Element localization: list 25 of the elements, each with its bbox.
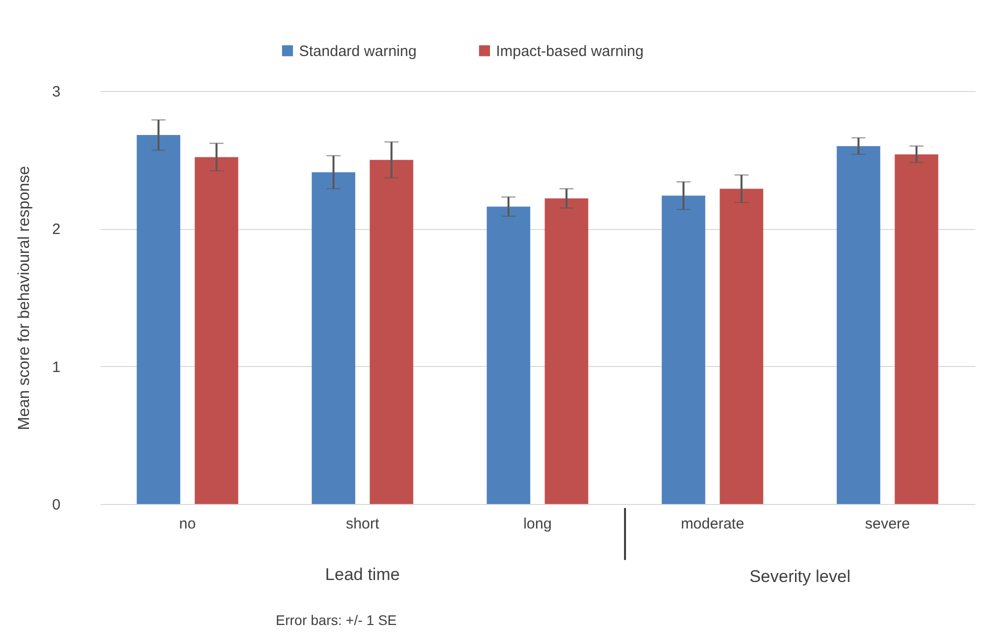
- y-tick-label: 0: [52, 496, 60, 514]
- x-tick-label: moderate: [680, 516, 744, 532]
- bar: [662, 196, 706, 504]
- y-tick-label: 3: [52, 84, 60, 100]
- bar: [486, 206, 530, 504]
- bar: [836, 146, 880, 504]
- bar: [544, 198, 588, 504]
- x-tick-label: severe: [864, 516, 910, 532]
- legend-label: Impact-based warning: [496, 42, 644, 60]
- bar: [370, 160, 414, 504]
- bar: [894, 154, 938, 504]
- legend-label: Standard warning: [299, 42, 417, 60]
- x-tick-label: no: [179, 516, 196, 532]
- y-axis-title: Mean score for behavioural response: [16, 166, 34, 430]
- y-tick-label: 2: [52, 221, 60, 238]
- text: Lead time: [325, 565, 400, 585]
- bar: [720, 188, 764, 504]
- x-tick-label: short: [346, 516, 380, 532]
- bar: [136, 135, 180, 504]
- bar: [194, 157, 238, 504]
- x-tick-label: long: [523, 516, 552, 532]
- y-tick-label: 1: [52, 358, 60, 376]
- bar: [312, 172, 356, 504]
- text: Severity level: [749, 567, 851, 587]
- text: Error bars: +/- 1 SE: [276, 612, 397, 628]
